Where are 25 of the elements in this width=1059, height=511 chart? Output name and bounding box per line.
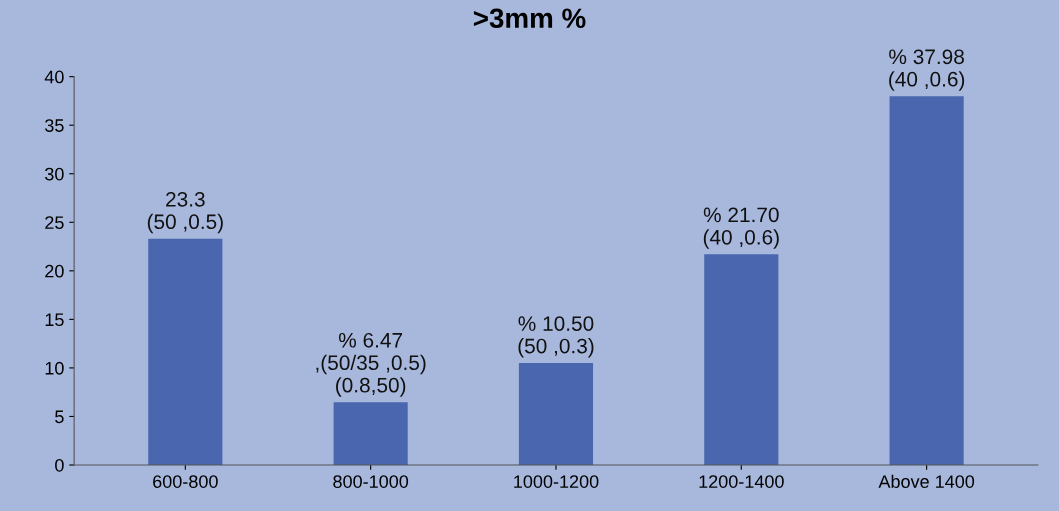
x-tick-label: Above 1400 xyxy=(878,474,975,488)
bar xyxy=(518,363,594,466)
x-tick-label: 600-800 xyxy=(153,475,218,488)
data-label: % 10.50 (50 ,0.3) xyxy=(518,316,594,358)
x-tick-label: 1200-1400 xyxy=(699,475,784,488)
y-tick-label: 5 xyxy=(55,410,64,424)
data-label: % 37.98 (40 ,0.6) xyxy=(889,49,965,91)
x-tick-label: 1000-1200 xyxy=(514,475,599,488)
y-tick-label: 20 xyxy=(45,264,64,278)
chart-title: >3mm % xyxy=(473,8,586,29)
data-label: % 21.70 (40 ,0.6) xyxy=(703,207,779,249)
y-tick-label: 35 xyxy=(45,119,64,132)
data-label: 23.3 (50 ,0.5) xyxy=(147,191,223,234)
y-tick-label: 10 xyxy=(45,361,64,375)
y-tick-label: 40 xyxy=(44,70,64,84)
y-tick-label: 30 xyxy=(45,167,64,181)
bar xyxy=(333,402,408,466)
y-tick-label: 0 xyxy=(55,458,64,472)
y-tick-label: 25 xyxy=(45,216,64,230)
y-tick-label: 15 xyxy=(45,313,64,327)
data-label: % 6.47 ,(50/35 ,0.5) (0.8,50) xyxy=(316,332,426,397)
bar xyxy=(889,96,964,466)
x-tick-label: 800-1000 xyxy=(333,475,409,488)
bar xyxy=(148,238,223,466)
bar xyxy=(704,254,779,466)
